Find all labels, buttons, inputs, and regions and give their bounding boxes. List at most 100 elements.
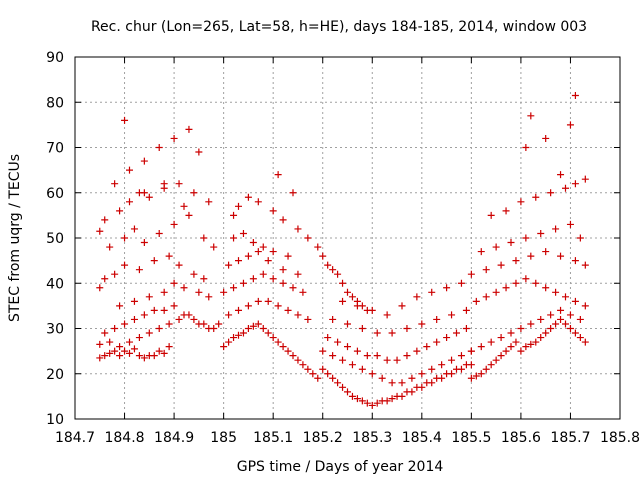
x-tick-label: 185.4 [402, 430, 442, 446]
data-point [116, 207, 124, 215]
data-point [304, 315, 312, 323]
data-point [190, 315, 198, 323]
data-point [472, 297, 480, 305]
data-point [487, 338, 495, 346]
y-tick-label: 50 [46, 231, 64, 247]
data-point [477, 343, 485, 351]
data-point [562, 320, 569, 328]
data-point [160, 180, 168, 188]
data-point [274, 171, 282, 179]
x-tick-label: 185.7 [550, 430, 590, 446]
data-point [566, 220, 574, 228]
x-tick-label: 185.1 [253, 430, 293, 446]
data-point [562, 184, 569, 192]
data-point [254, 248, 262, 256]
data-point [329, 315, 337, 323]
x-axis-title: GPS time / Days of year 2014 [237, 459, 444, 475]
data-point [502, 284, 510, 292]
data-point [482, 266, 490, 274]
data-point [130, 315, 138, 323]
data-point [289, 189, 297, 197]
data-point [453, 329, 460, 337]
data-point [121, 234, 129, 242]
data-point [165, 320, 173, 328]
data-point [393, 356, 401, 364]
data-point [398, 302, 406, 310]
data-point [235, 306, 242, 314]
data-point [507, 343, 515, 351]
data-point [527, 112, 535, 120]
data-point [418, 370, 426, 378]
data-point [279, 216, 287, 224]
data-point [497, 334, 505, 342]
data-point [581, 261, 589, 269]
data-point [170, 302, 178, 310]
data-point [358, 325, 366, 332]
data-point [571, 329, 579, 337]
data-point [408, 374, 416, 382]
data-point [324, 334, 332, 342]
data-point [457, 279, 465, 287]
data-point [542, 134, 550, 142]
data-point [116, 352, 124, 360]
data-point [254, 198, 262, 206]
data-point [111, 270, 119, 278]
data-point [537, 334, 545, 342]
data-point [423, 343, 431, 351]
data-point [532, 338, 540, 346]
y-tick-label: 30 [46, 322, 64, 338]
data-point [571, 257, 579, 265]
data-point [542, 329, 550, 337]
data-point [264, 329, 272, 337]
data-point [160, 288, 168, 296]
data-point [537, 315, 545, 323]
y-tick-label: 20 [46, 367, 64, 383]
data-point [126, 338, 133, 346]
data-point [155, 229, 163, 237]
data-point [428, 379, 436, 387]
data-point [284, 306, 292, 314]
data-point [126, 166, 133, 174]
data-point [235, 331, 242, 339]
data-point [145, 329, 153, 337]
data-point [254, 320, 262, 328]
data-point [175, 261, 183, 269]
data-point [294, 270, 302, 278]
data-point [482, 293, 490, 301]
data-point [309, 370, 317, 378]
data-point [398, 392, 406, 400]
data-point [383, 356, 391, 364]
x-tick-label: 184.8 [104, 430, 144, 446]
data-point [487, 211, 495, 219]
data-point [294, 225, 302, 233]
x-tick-label: 185.2 [303, 430, 343, 446]
data-point [487, 361, 495, 369]
data-point [348, 361, 356, 369]
grid [75, 57, 620, 419]
data-point [482, 365, 490, 373]
data-point [467, 374, 475, 382]
data-point [477, 248, 485, 256]
data-point [155, 347, 163, 355]
data-point [363, 399, 371, 407]
data-point [259, 270, 267, 278]
data-point [274, 302, 282, 310]
data-point [492, 288, 500, 296]
data-point [324, 261, 332, 269]
data-point [111, 180, 119, 188]
data-point [121, 116, 129, 124]
data-point [462, 325, 470, 332]
data-point [160, 306, 168, 314]
data-point [542, 284, 550, 292]
data-point [418, 320, 426, 328]
data-point [532, 279, 540, 287]
data-point [170, 279, 178, 287]
data-point [235, 202, 242, 210]
data-point [428, 288, 436, 296]
data-point [239, 229, 247, 237]
data-point [388, 379, 396, 387]
chart-title: Rec. chur (Lon=265, Lat=58, h=HE), days … [91, 19, 587, 35]
data-point [205, 293, 213, 301]
data-point [299, 288, 307, 296]
data-point [195, 148, 203, 156]
